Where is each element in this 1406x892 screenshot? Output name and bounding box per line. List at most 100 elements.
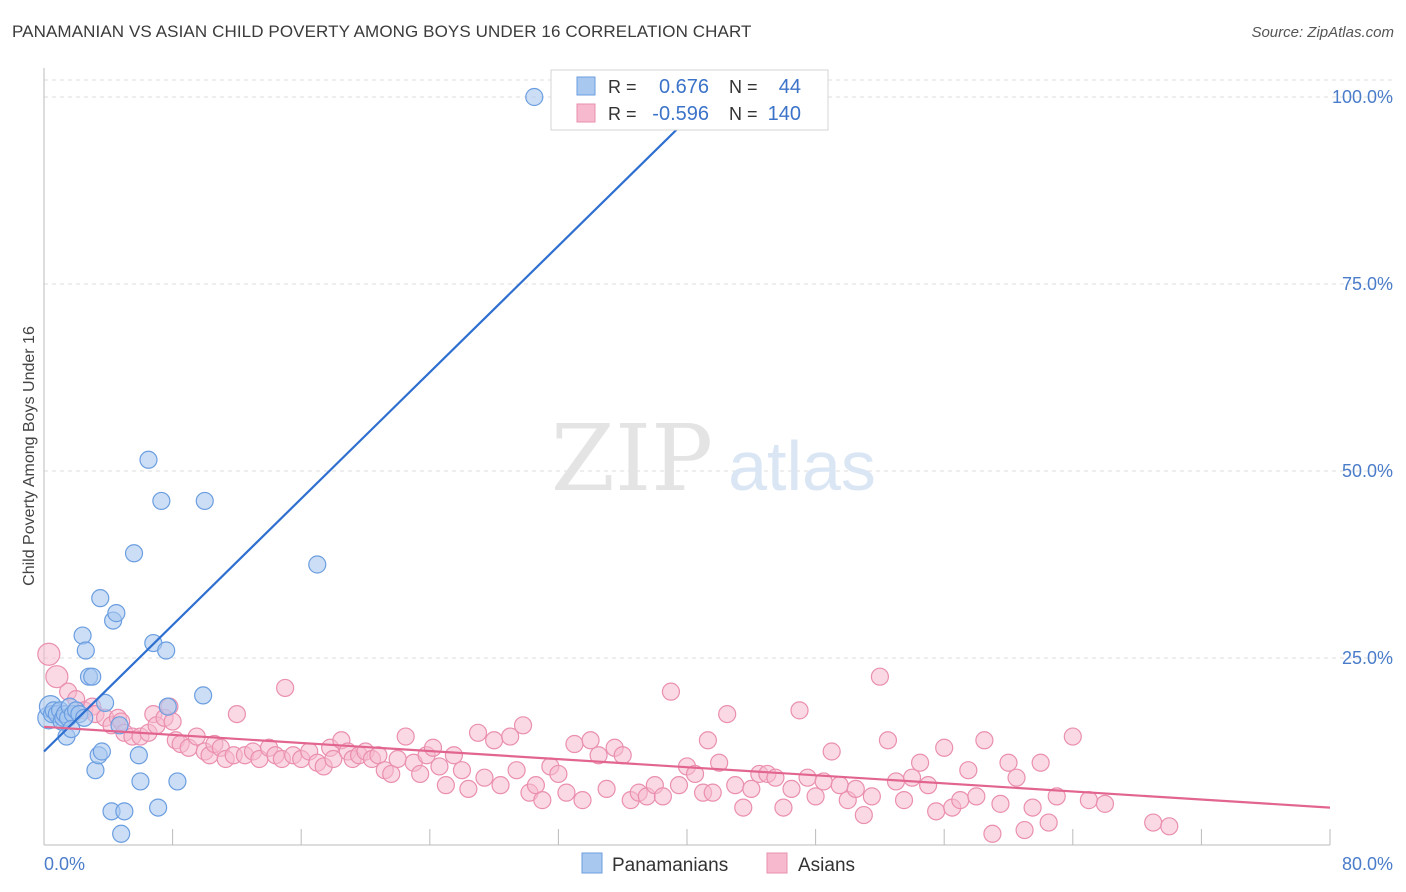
asian-point-69 bbox=[501, 727, 520, 746]
asian-point-123 bbox=[919, 776, 938, 795]
asian-point-109 bbox=[806, 787, 825, 806]
asian-point-70 bbox=[507, 761, 526, 780]
asian-point-84 bbox=[613, 746, 632, 765]
panamanian-point-21 bbox=[86, 761, 105, 780]
asian-point-128 bbox=[959, 761, 978, 780]
asian-point-130 bbox=[975, 731, 994, 750]
asian-point-66 bbox=[475, 768, 494, 787]
asian-point-76 bbox=[549, 764, 568, 784]
panamanian-point-24 bbox=[92, 742, 111, 761]
legend-r-value-1: 0.676 bbox=[659, 76, 709, 98]
series-legend: Panamanians Asians bbox=[581, 852, 855, 876]
asian-point-127 bbox=[951, 791, 970, 810]
panamanian-point-33 bbox=[129, 746, 148, 765]
panamanian-point-14 bbox=[75, 708, 94, 727]
legend-r-value-2: -0.596 bbox=[652, 103, 709, 125]
panamanian-point-41 bbox=[168, 772, 187, 791]
asian-point-78 bbox=[565, 734, 584, 754]
asian-point-57 bbox=[411, 764, 430, 784]
watermark: ZIP atlas bbox=[551, 405, 876, 512]
asian-point-117 bbox=[870, 667, 890, 686]
panamanian-point-44 bbox=[308, 555, 327, 574]
panamanian-point-25 bbox=[95, 693, 115, 712]
panamanian-points bbox=[37, 87, 544, 843]
correlation-legend: R = 0.676 N = 44 R = -0.596 N = 140 bbox=[550, 69, 829, 131]
asian-point-64 bbox=[459, 779, 478, 799]
tick-labels: 25.0% 50.0% 75.0% 100.0% 0.0% 80.0% bbox=[44, 87, 1393, 874]
legend-box bbox=[550, 69, 829, 131]
y-tick-label-2: 75.0% bbox=[1342, 274, 1393, 294]
panamanian-point-30 bbox=[112, 824, 131, 843]
asian-point-133 bbox=[999, 753, 1018, 772]
asian-point-89 bbox=[653, 787, 672, 806]
asian-point-129 bbox=[967, 787, 986, 806]
asian-point-1 bbox=[45, 665, 69, 689]
asian-point-95 bbox=[698, 731, 717, 750]
asian-point-77 bbox=[557, 783, 576, 802]
legend-n-value-2: 140 bbox=[768, 103, 801, 125]
asian-points bbox=[37, 642, 1179, 843]
asian-point-90 bbox=[661, 682, 681, 701]
x-tick-label-1: 80.0% bbox=[1342, 854, 1393, 874]
asian-point-98 bbox=[718, 704, 737, 724]
y-tick-label-3: 100.0% bbox=[1332, 87, 1393, 107]
asian-point-112 bbox=[830, 776, 849, 795]
asian-point-141 bbox=[1079, 791, 1098, 810]
asian-point-140 bbox=[1063, 727, 1082, 746]
x-tick-label-0: 0.0% bbox=[44, 854, 85, 874]
asian-point-114 bbox=[846, 779, 865, 799]
panamanian-point-34 bbox=[131, 772, 150, 791]
panamanian-point-29 bbox=[110, 716, 129, 735]
panamanian-point-43 bbox=[195, 491, 214, 511]
panamanian-point-23 bbox=[91, 589, 110, 608]
legend-swatch-panamanian bbox=[576, 76, 596, 96]
panamanian-point-38 bbox=[152, 491, 171, 511]
panamanian-point-35 bbox=[139, 450, 158, 469]
chart-title: PANAMANIAN VS ASIAN CHILD POVERTY AMONG … bbox=[12, 22, 752, 41]
panamanian-point-20 bbox=[83, 667, 102, 686]
asian-point-55 bbox=[396, 727, 415, 746]
panamanian-point-17 bbox=[73, 626, 92, 645]
asian-point-122 bbox=[910, 753, 930, 772]
watermark-zip: ZIP bbox=[551, 405, 713, 512]
legend-n-label-1: N = bbox=[729, 77, 758, 97]
asian-point-120 bbox=[894, 791, 914, 810]
asian-point-101 bbox=[742, 779, 761, 799]
asian-point-134 bbox=[1007, 768, 1026, 787]
panamanian-point-40 bbox=[158, 697, 177, 716]
series-legend-label-asian: Asians bbox=[798, 855, 855, 876]
asian-point-135 bbox=[1015, 820, 1034, 840]
series-legend-swatch-panamanian bbox=[581, 852, 603, 874]
asian-point-116 bbox=[862, 787, 881, 806]
asian-point-105 bbox=[774, 798, 793, 817]
asian-point-131 bbox=[983, 824, 1002, 843]
asian-point-67 bbox=[485, 731, 504, 750]
asian-point-44 bbox=[324, 749, 343, 769]
asian-point-138 bbox=[1039, 813, 1058, 832]
asian-point-91 bbox=[669, 776, 689, 795]
asian-point-73 bbox=[526, 776, 545, 795]
panamanian-point-18 bbox=[76, 641, 95, 660]
asian-point-74 bbox=[533, 791, 552, 810]
asian-point-53 bbox=[382, 764, 401, 784]
asian-point-62 bbox=[444, 746, 464, 765]
panamanian-trend-line bbox=[43, 118, 688, 753]
asian-point-79 bbox=[573, 791, 592, 810]
watermark-atlas: atlas bbox=[728, 427, 876, 505]
asian-point-115 bbox=[854, 805, 873, 825]
series-legend-label-panamanian: Panamanians bbox=[612, 855, 728, 876]
asian-point-99 bbox=[726, 776, 745, 795]
asian-point-30 bbox=[227, 704, 246, 724]
asian-point-132 bbox=[991, 794, 1010, 813]
asian-point-100 bbox=[734, 798, 753, 817]
panamanian-point-39 bbox=[157, 641, 176, 660]
asian-point-37 bbox=[276, 678, 295, 698]
asian-point-60 bbox=[430, 757, 449, 776]
asian-point-71 bbox=[513, 716, 533, 735]
legend-n-value-1: 44 bbox=[779, 76, 801, 98]
asian-point-68 bbox=[491, 776, 510, 795]
asian-point-136 bbox=[1023, 798, 1042, 817]
asian-point-81 bbox=[589, 746, 608, 765]
panamanian-point-42 bbox=[194, 686, 213, 705]
